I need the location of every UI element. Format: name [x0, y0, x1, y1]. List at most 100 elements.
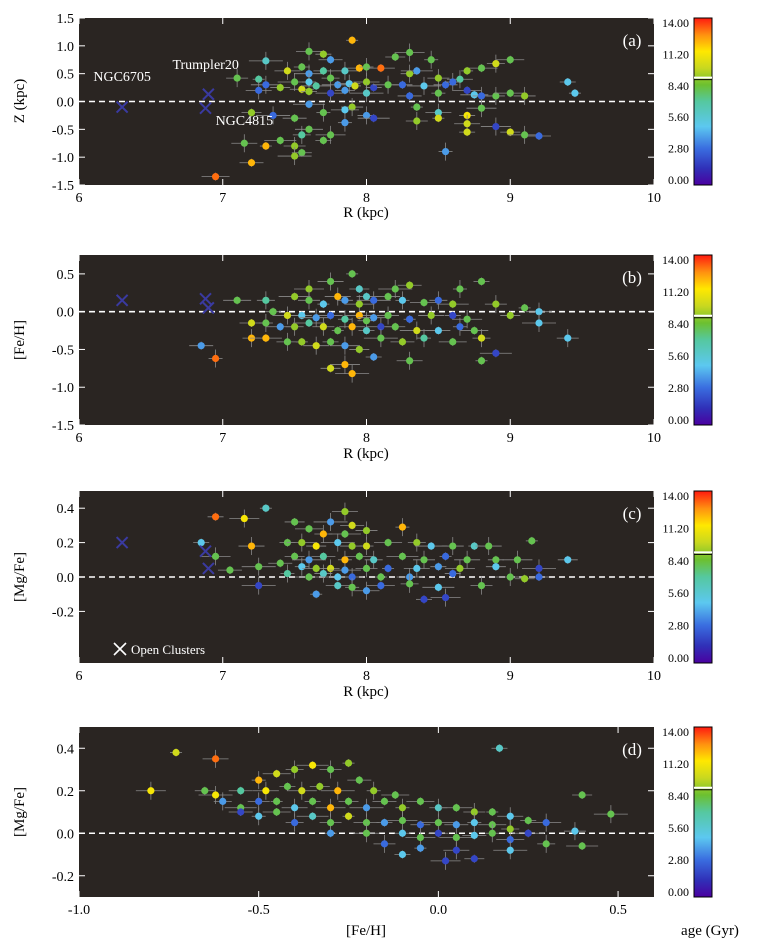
colorbar-tick-label: 2.80 — [668, 381, 689, 395]
point-marker — [470, 831, 478, 839]
point-marker — [312, 82, 320, 90]
y-tick-label: -0.2 — [52, 870, 74, 885]
point-marker — [326, 338, 335, 346]
data-point — [226, 69, 249, 88]
data-point — [355, 559, 378, 578]
data-point — [444, 569, 461, 578]
point-marker — [319, 323, 327, 331]
data-point — [406, 797, 435, 806]
point-marker — [211, 755, 220, 763]
data-point — [452, 310, 483, 329]
point-marker — [362, 317, 371, 325]
data-point — [194, 786, 215, 795]
point-marker — [341, 566, 349, 574]
point-marker — [391, 323, 399, 331]
data-point — [284, 552, 305, 561]
cluster-annotation: NGC6705 — [93, 70, 151, 85]
data-point — [304, 797, 321, 806]
point-marker — [492, 92, 500, 100]
point-marker — [291, 552, 299, 560]
open-cluster-marker — [202, 88, 215, 101]
point-marker — [521, 304, 529, 312]
data-point — [484, 295, 507, 314]
point-marker — [413, 103, 421, 111]
point-marker — [528, 537, 536, 545]
data-point — [335, 364, 370, 383]
point-marker — [506, 89, 514, 97]
points-c — [193, 502, 578, 607]
data-point — [277, 147, 312, 166]
panel-d: -1.0 -0.5 0.0 0.5 0.4 0.2 0.0 -0.2 (d) [Fe/H] [… — [12, 727, 654, 939]
x-axis-label-a: R (kpc) — [343, 205, 388, 221]
data-point — [208, 349, 223, 368]
point-marker — [441, 81, 450, 89]
point-marker — [488, 829, 496, 837]
data-point — [431, 84, 446, 103]
point-marker — [463, 128, 471, 136]
data-point — [337, 310, 352, 329]
point-marker — [434, 829, 442, 837]
data-point — [480, 117, 511, 136]
point-marker — [355, 311, 363, 320]
point-marker — [326, 311, 335, 320]
data-point — [356, 291, 391, 310]
data-point — [353, 581, 380, 600]
point-marker — [524, 816, 532, 825]
point-marker — [197, 539, 205, 547]
point-marker — [351, 82, 359, 90]
point-marker — [355, 345, 363, 354]
data-point — [249, 334, 282, 343]
point-marker — [240, 139, 248, 147]
point-marker — [513, 556, 522, 564]
point-marker — [276, 83, 284, 92]
legend-c: Open Clusters — [113, 642, 205, 657]
data-point — [396, 351, 423, 370]
x-tick-label: 9 — [507, 669, 514, 684]
point-marker — [470, 91, 478, 99]
data-point — [228, 808, 253, 816]
data-point — [320, 781, 355, 800]
clusters-a — [115, 88, 215, 115]
point-marker — [416, 797, 425, 805]
point-marker — [211, 552, 220, 560]
data-point — [365, 353, 382, 361]
data-point — [295, 125, 323, 134]
point-marker — [305, 525, 313, 533]
point-marker — [535, 319, 543, 327]
colorbar-tick-label: 11.20 — [662, 47, 689, 61]
panel-c: 6 7 8 9 10 0.4 0.2 0.0 -0.2 (c) Open Clusters R … — [12, 491, 661, 700]
panel-label-c: (c) — [623, 504, 642, 523]
point-marker — [370, 556, 378, 564]
data-point — [512, 829, 545, 838]
point-marker — [380, 797, 389, 805]
point-marker — [488, 808, 496, 816]
point-marker — [420, 82, 428, 90]
data-point — [286, 781, 317, 800]
point-marker — [247, 109, 256, 117]
x-tick-label: -0.5 — [248, 903, 270, 918]
data-point — [475, 537, 502, 556]
point-marker — [262, 142, 270, 150]
point-marker — [535, 308, 543, 316]
data-point — [295, 524, 323, 533]
data-point — [466, 99, 497, 118]
ticks-d: -1.0 -0.5 0.0 0.5 0.4 0.2 0.0 -0.2 — [52, 727, 654, 918]
data-point — [270, 797, 283, 806]
data-point — [467, 813, 482, 832]
point-marker — [319, 50, 327, 58]
data-point — [376, 818, 393, 827]
point-marker — [283, 311, 292, 320]
point-marker — [477, 334, 486, 342]
data-point — [491, 744, 508, 753]
point-marker — [413, 67, 421, 75]
point-marker — [305, 87, 313, 96]
data-point — [170, 748, 183, 757]
point-marker — [398, 804, 407, 812]
data-point — [258, 314, 273, 332]
data-point — [334, 86, 355, 95]
point-marker — [362, 326, 371, 335]
point-marker — [571, 89, 579, 97]
data-point — [372, 797, 397, 806]
colorbar-tick-label: 5.60 — [668, 110, 689, 124]
data-point — [223, 296, 252, 305]
